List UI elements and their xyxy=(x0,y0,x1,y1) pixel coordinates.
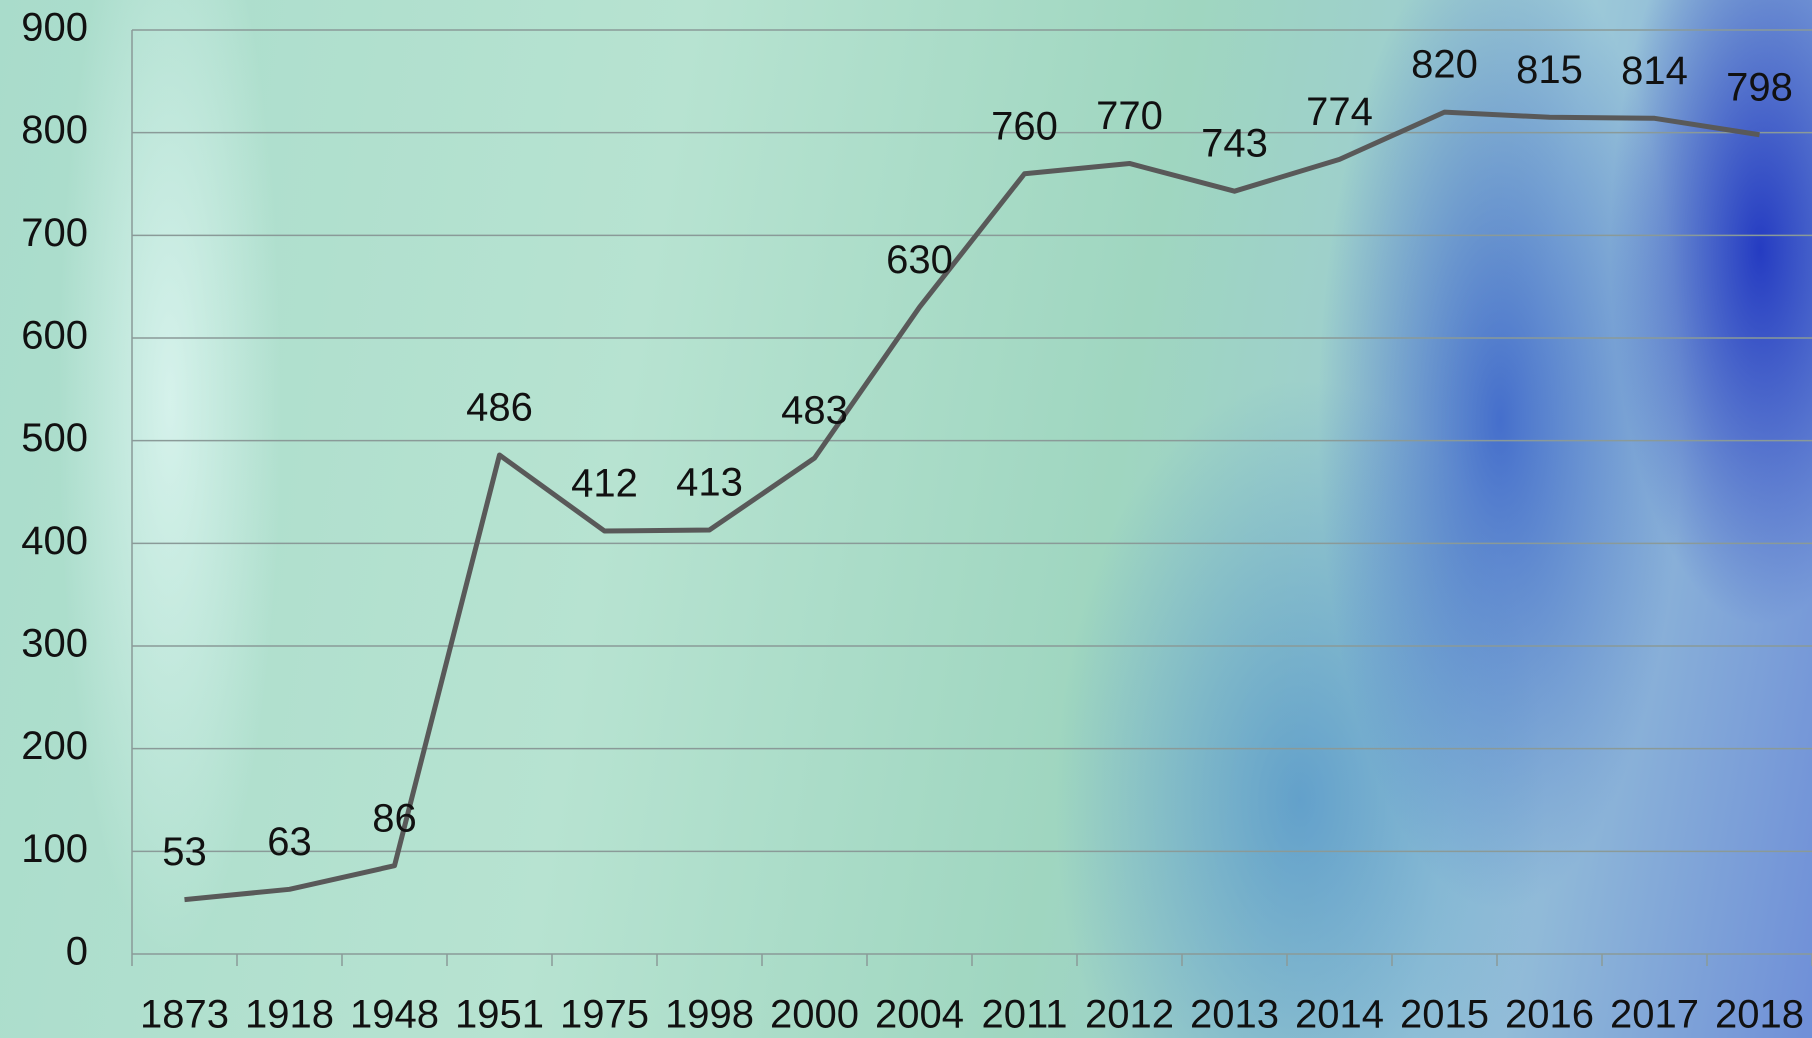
x-tick-label: 1951 xyxy=(455,993,544,1037)
x-tick-label: 2013 xyxy=(1190,993,1279,1037)
x-tick-label: 2015 xyxy=(1400,993,1489,1037)
data-label: 760 xyxy=(991,104,1058,148)
data-label: 770 xyxy=(1096,94,1163,138)
data-label: 412 xyxy=(571,462,638,506)
x-tick-label: 1975 xyxy=(560,993,649,1037)
data-label: 486 xyxy=(466,386,533,430)
y-tick-label: 900 xyxy=(21,6,88,50)
x-tick-label: 2012 xyxy=(1085,993,1174,1037)
x-tick-label: 1918 xyxy=(245,993,334,1037)
data-label: 630 xyxy=(886,238,953,282)
data-label: 413 xyxy=(676,461,743,505)
y-tick-label: 0 xyxy=(66,930,88,974)
x-tick-label: 1948 xyxy=(350,993,439,1037)
x-tick-label: 2018 xyxy=(1715,993,1804,1037)
x-tick-label: 2011 xyxy=(981,993,1067,1037)
x-tick-label: 2014 xyxy=(1295,993,1384,1037)
line xyxy=(184,109,1760,903)
y-tick-label: 400 xyxy=(21,519,88,563)
y-tick-label: 500 xyxy=(21,416,88,460)
data-label: 815 xyxy=(1516,48,1583,92)
data-label: 53 xyxy=(162,830,207,874)
data-label: 743 xyxy=(1201,122,1268,166)
x-tick-label: 2017 xyxy=(1610,993,1699,1037)
y-tick-label: 300 xyxy=(21,622,88,666)
y-tick-label: 700 xyxy=(21,211,88,255)
x-tick-label: 1998 xyxy=(665,993,754,1037)
y-tick-label: 800 xyxy=(21,108,88,152)
data-label: 820 xyxy=(1411,43,1478,87)
x-tick-label: 2004 xyxy=(875,993,964,1037)
x-tick-label: 1873 xyxy=(140,993,229,1037)
y-tick-label: 100 xyxy=(21,827,88,871)
y-tick-label: 600 xyxy=(21,314,88,358)
data-label: 86 xyxy=(372,796,417,840)
data-label: 814 xyxy=(1621,49,1688,93)
data-label: 483 xyxy=(781,389,848,433)
data-label: 798 xyxy=(1726,65,1793,109)
data-label: 63 xyxy=(267,820,312,864)
x-tick-label: 2016 xyxy=(1505,993,1594,1037)
data-label: 774 xyxy=(1306,90,1373,134)
y-tick-label: 200 xyxy=(21,724,88,768)
x-tick-label: 2000 xyxy=(770,993,859,1037)
